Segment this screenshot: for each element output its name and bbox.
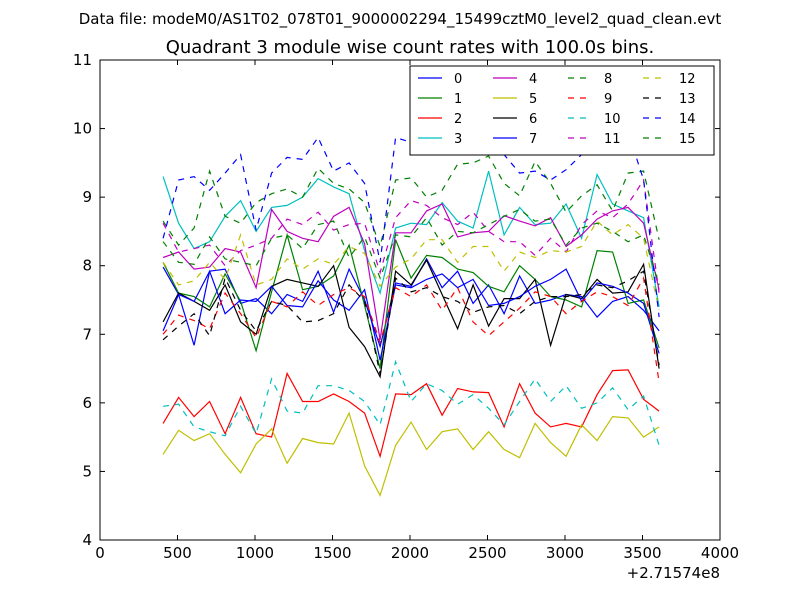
- series-line-14: [162, 85, 660, 318]
- series-line-6: [162, 258, 660, 379]
- x-tick-label: 4000: [701, 544, 739, 562]
- series-line-9: [162, 276, 660, 383]
- legend-label-5: 5: [529, 92, 537, 107]
- axis-ticks: 0 500 1000 1500 2000 2500 3000 3500 400045678910…: [73, 51, 739, 562]
- series-line-11: [162, 178, 660, 294]
- series-line-1: [162, 232, 660, 369]
- legend-label-9: 9: [604, 92, 612, 107]
- legend-label-11: 11: [604, 132, 621, 147]
- series-line-3: [162, 170, 660, 308]
- series-line-0: [162, 257, 660, 349]
- y-tick-label: 10: [73, 120, 92, 138]
- series-line-7: [162, 268, 660, 361]
- y-tick-label: 6: [82, 394, 92, 412]
- legend-label-6: 6: [529, 112, 537, 127]
- series-line-8: [162, 155, 660, 249]
- legend-label-3: 3: [454, 132, 462, 147]
- legend-label-12: 12: [679, 72, 696, 87]
- y-tick-label: 8: [82, 257, 92, 275]
- series-layer: [162, 85, 660, 497]
- legend-box: [409, 65, 715, 156]
- series-line-15: [162, 208, 660, 286]
- series-line-2: [162, 369, 660, 459]
- chart-title: Quadrant 3 module wise count rates with …: [166, 37, 655, 58]
- y-tick-label: 9: [82, 188, 92, 206]
- series-line-10: [163, 359, 660, 446]
- x-tick-label: 3500: [623, 544, 661, 562]
- legend-label-10: 10: [604, 112, 621, 127]
- legend-label-2: 2: [454, 112, 462, 127]
- x-tick-label: 0: [95, 544, 105, 562]
- legend-label-13: 13: [679, 92, 696, 107]
- y-tick-label: 7: [82, 325, 92, 343]
- data-file-suptitle: Data file: modeM0/AS1T02_078T01_90000022…: [79, 10, 722, 29]
- x-offset-label: +2.71574e8: [627, 564, 720, 582]
- series-line-5: [162, 411, 660, 497]
- x-tick-label: 3000: [546, 544, 584, 562]
- series-line-13: [162, 270, 660, 375]
- y-tick-label: 11: [73, 51, 92, 69]
- legend-label-4: 4: [529, 72, 537, 87]
- legend-label-15: 15: [679, 132, 696, 147]
- legend-label-1: 1: [454, 92, 462, 107]
- x-tick-label: 500: [163, 544, 192, 562]
- y-tick-label: 5: [82, 462, 92, 480]
- x-tick-label: 1000: [236, 544, 274, 562]
- x-tick-label: 2000: [391, 544, 429, 562]
- x-tick-label: 1500: [313, 544, 351, 562]
- legend-label-0: 0: [454, 72, 462, 87]
- y-tick-label: 4: [82, 531, 92, 549]
- legend-label-14: 14: [679, 112, 696, 127]
- x-tick-label: 2500: [468, 544, 506, 562]
- legend-label-8: 8: [604, 72, 612, 87]
- legend-label-7: 7: [529, 132, 537, 147]
